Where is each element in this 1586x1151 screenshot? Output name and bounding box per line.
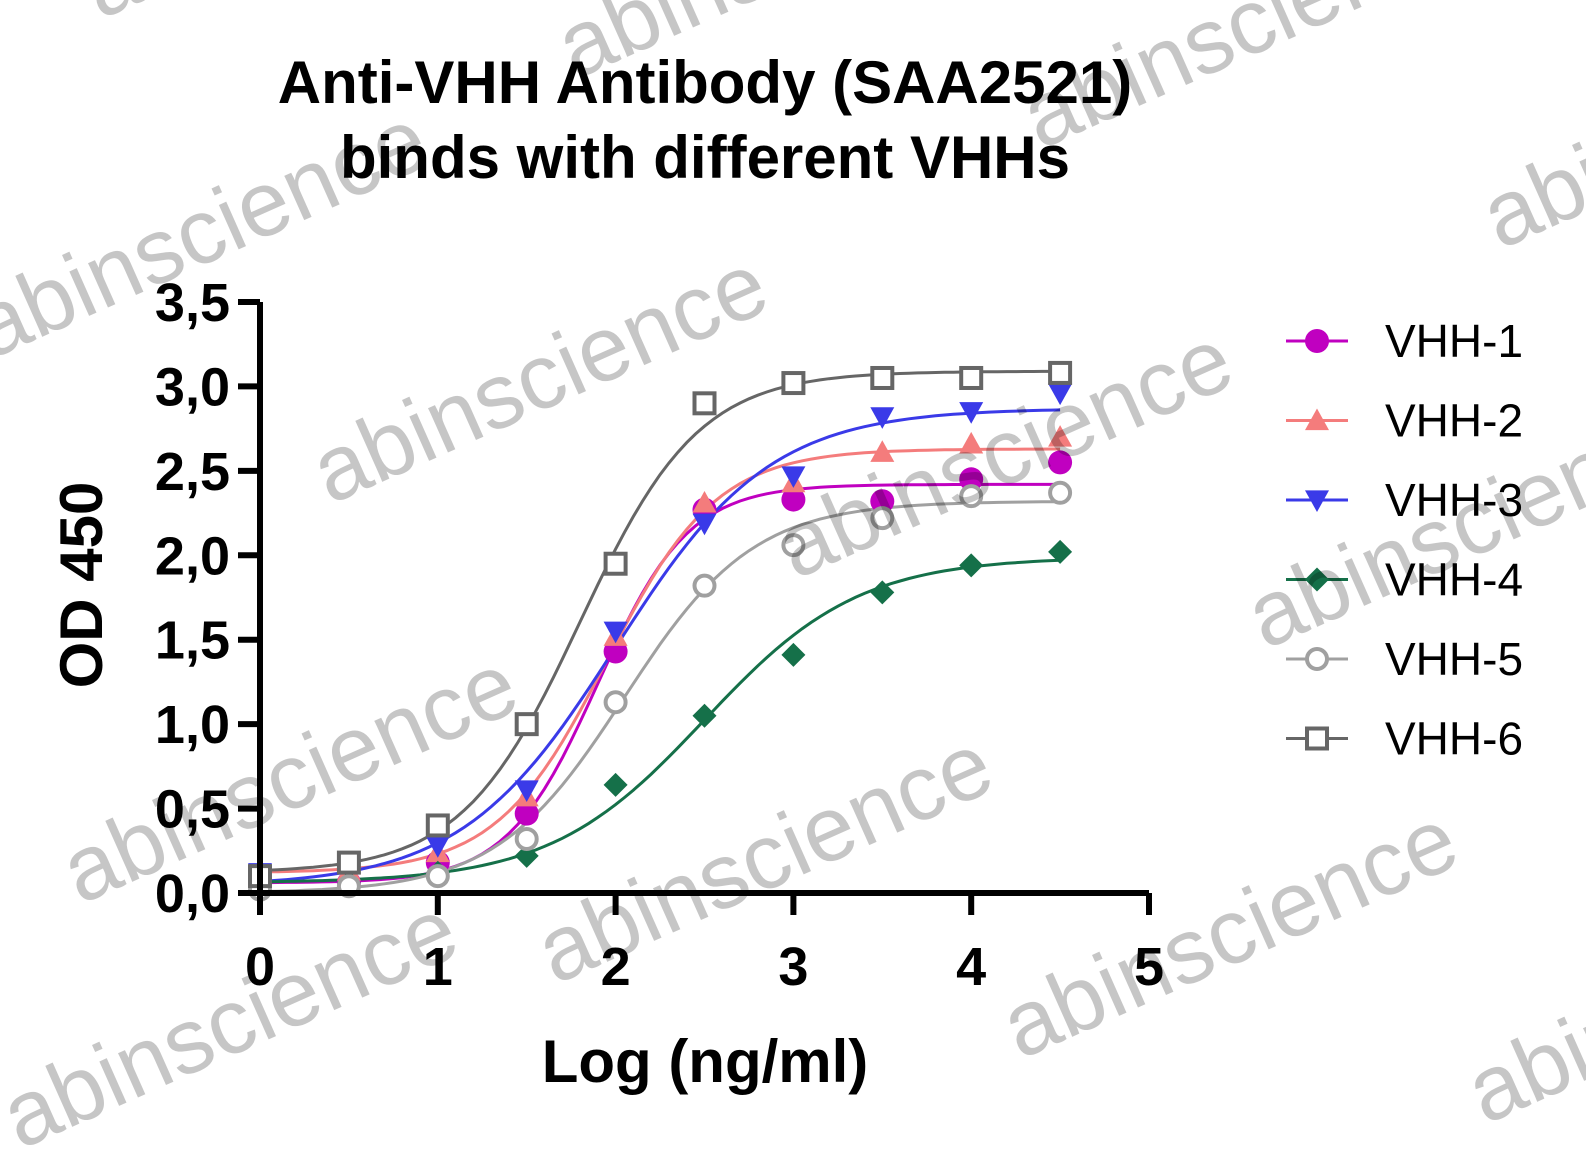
legend-marker [1305,490,1329,512]
series-vhh-6 [248,360,1073,889]
data-point [603,551,628,576]
watermark-text: abinscience [67,0,552,38]
fit-curve-vhh-2 [259,447,1061,874]
legend-marker [1305,408,1329,431]
data-point [781,466,806,488]
data-point [781,533,806,558]
data-point [692,703,717,728]
x-tick-label: 0 [245,937,275,997]
data-point [781,487,806,512]
watermark-text: abinscience [762,307,1247,598]
y-tick-label: 2,5 [155,442,230,502]
data-point [870,365,895,390]
watermark-text: abinscience [987,787,1472,1078]
data-point [781,371,806,396]
x-tick-label: 5 [1134,937,1164,997]
data-point [514,826,539,851]
data-point [781,642,806,667]
data-point [425,836,450,858]
data-point [959,365,984,390]
x-tick-label: 1 [423,937,453,997]
data-point [1048,360,1073,385]
fit-curves [259,369,1061,894]
data-point [514,712,539,737]
fit-curve-vhh-6 [259,369,1061,872]
data-point [425,813,450,838]
data-point [870,506,895,531]
y-tick-label: 1,0 [155,695,230,755]
x-tick-label: 2 [601,937,631,997]
legend-label: VHH-6 [1385,713,1523,765]
data-point [692,573,717,598]
data-point [425,864,450,889]
legend-item-vhh-4: VHH-4 [1286,554,1523,606]
y-tick-label: 0,0 [155,864,230,924]
data-point [870,407,895,429]
data-point [514,801,539,826]
data-point [1048,383,1073,406]
x-axis-label: Log (ng/ml) [542,1028,869,1095]
data-point [514,780,539,802]
data-point [603,772,628,797]
data-point [692,490,717,513]
legend-item-vhh-1: VHH-1 [1286,315,1523,367]
legend-item-vhh-6: VHH-6 [1286,713,1523,765]
data-point [514,843,539,868]
data-point [336,850,361,875]
y-tick-label: 3,0 [155,357,230,417]
legend: VHH-1 VHH-2 VHH-3 VHH-4 VHH-5 VHH-6 [1286,315,1523,765]
data-point [1048,425,1073,447]
data-point [603,621,628,644]
watermark-text: abinscience [1467,0,1586,268]
data-point [959,467,984,492]
y-axis-label: OD 450 [48,482,115,689]
data-point [959,553,984,578]
data-point [870,580,895,605]
legend-item-vhh-3: VHH-3 [1286,474,1523,526]
chart-title-line-2: binds with different VHHs [340,124,1070,191]
legend-item-vhh-5: VHH-5 [1286,633,1523,685]
legend-marker [1305,567,1329,592]
data-point [1048,480,1073,505]
legend-label: VHH-1 [1385,315,1523,367]
legend-label: VHH-5 [1385,633,1523,685]
y-tick-label: 2,0 [155,526,230,586]
legend-label: VHH-2 [1385,395,1523,447]
data-point [959,484,984,509]
legend-label: VHH-4 [1385,554,1523,606]
legend-label: VHH-3 [1385,474,1523,526]
data-point [870,489,895,514]
fit-curve-vhh-5 [259,500,1061,894]
legend-marker [1305,329,1329,353]
watermark-text: abinscience [1452,852,1586,1143]
x-tick-label: 3 [778,937,808,997]
watermark-text: abinscience [0,87,442,378]
data-point [959,431,984,454]
data-point [603,690,628,715]
fit-curve-vhh-3 [259,408,1061,883]
data-point [692,391,717,416]
watermark-text: abinscience [0,877,472,1151]
chart-title-line-1: Anti-VHH Antibody (SAA2521) [278,49,1132,116]
watermark-text: abinscience [522,712,1007,1003]
data-point [870,440,895,462]
x-tick-label: 4 [956,937,986,997]
series-vhh-5 [248,480,1073,902]
legend-item-vhh-2: VHH-2 [1286,395,1523,447]
y-tick-label: 0,5 [155,780,230,840]
chart-title: Anti-VHH Antibody (SAA2521) binds with d… [278,49,1132,191]
data-point [1048,539,1073,564]
watermark-text: abinscience [297,232,782,523]
data-point [1048,450,1073,475]
y-tick-label: 3,5 [155,273,230,333]
legend-marker [1305,726,1329,751]
data-point [692,513,717,536]
y-tick-label: 1,5 [155,611,230,671]
watermark-text: abinscience [1007,0,1492,168]
fit-curve-vhh-4 [259,558,1061,884]
legend-marker [1305,647,1329,671]
axes: 0,0 0,5 1,0 1,5 2,0 2,5 3,0 3,5 0 1 2 3 4 5 [155,273,1164,997]
data-point [959,402,984,424]
